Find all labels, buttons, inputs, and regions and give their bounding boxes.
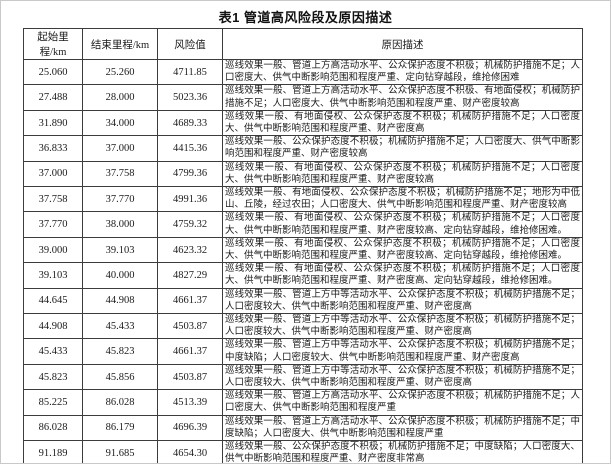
- cell-start-mileage: 45.823: [23, 363, 83, 391]
- cell-risk-value: 4415.36: [157, 135, 223, 162]
- cell-end-mileage: 40.000: [82, 262, 158, 289]
- table-row: 44.908 45.433 4503.87 巡线效果一般、管道上方中等活动水平、公众保…: [23, 313, 583, 340]
- cell-end-mileage: 91.685: [82, 440, 158, 463]
- cell-start-mileage: 31.890: [23, 109, 83, 137]
- table-header: 起始里程/km 结束里程/km 风险值 原因描述: [23, 28, 583, 60]
- cell-start-mileage: 25.060: [23, 58, 83, 86]
- cell-risk-value: 5023.36: [157, 84, 223, 111]
- cell-reason-description: 巡线效果一般、有地面侵权、公众保护态度不积极；机械防护措施不足；人口密度大、供气…: [222, 160, 583, 188]
- cell-start-mileage: 37.770: [23, 211, 83, 238]
- table-row: 91.189 91.685 4654.30 巡线效果一般、公众保护态度不积极；机械防护…: [23, 440, 583, 463]
- cell-risk-value: 4711.85: [157, 58, 223, 86]
- cell-start-mileage: 37.758: [23, 186, 83, 213]
- cell-end-mileage: 25.260: [82, 58, 158, 86]
- cell-reason-description: 巡线效果一般、有地面侵权、公众保护态度不积极；机械防护措施不足；人口密度大、供气…: [222, 109, 583, 137]
- table-body: 25.060 25.260 4711.85 巡线效果一般、管道上方高活动水平、公众保护…: [23, 58, 583, 463]
- cell-start-mileage: 44.908: [23, 313, 83, 340]
- cell-start-mileage: 45.433: [23, 338, 83, 365]
- cell-reason-description: 巡线效果一般、有地面侵权、公众保护态度不积极；机械防护措施不足；人口密度大、供气…: [222, 236, 583, 264]
- table-row: 31.890 34.000 4689.33 巡线效果一般、有地面侵权、公众保护态度不积…: [23, 109, 583, 137]
- cell-start-mileage: 39.000: [23, 236, 83, 264]
- table-row: 45.433 45.823 4661.37 巡线效果一般、管道上方中等活动水平、公众保…: [23, 338, 583, 365]
- cell-end-mileage: 37.770: [82, 186, 158, 213]
- cell-end-mileage: 45.433: [82, 313, 158, 340]
- cell-end-mileage: 86.179: [82, 414, 158, 442]
- table-row: 36.833 37.000 4415.36 巡线效果一般、公众保护态度不积极；机械防护…: [23, 135, 583, 162]
- table-row: 39.000 39.103 4623.32 巡线效果一般、有地面侵权、公众保护态度不积…: [23, 236, 583, 264]
- cell-reason-description: 巡线效果一般、公众保护态度不积极；机械防护措施不足；人口密度大、供气中断影响范围…: [222, 135, 583, 162]
- cell-risk-value: 4654.30: [157, 440, 223, 463]
- cell-risk-value: 4696.39: [157, 414, 223, 442]
- table-row: 37.000 37.758 4799.36 巡线效果一般、有地面侵权、公众保护态度不积…: [23, 160, 583, 188]
- cell-start-mileage: 85.225: [23, 389, 83, 416]
- cell-risk-value: 4991.36: [157, 186, 223, 213]
- cell-start-mileage: 91.189: [23, 440, 83, 463]
- cell-risk-value: 4799.36: [157, 160, 223, 188]
- cell-end-mileage: 38.000: [82, 211, 158, 238]
- cell-end-mileage: 37.000: [82, 135, 158, 162]
- table-row: 86.028 86.179 4696.39 巡线效果一般、管道上方高活动水平、公众保护…: [23, 414, 583, 442]
- column-header-reason: 原因描述: [222, 28, 583, 60]
- cell-risk-value: 4503.87: [157, 313, 223, 340]
- cell-risk-value: 4759.32: [157, 211, 223, 238]
- cell-end-mileage: 34.000: [82, 109, 158, 137]
- column-header-risk-value: 风险值: [157, 28, 223, 60]
- table-row: 44.645 44.908 4661.37 巡线效果一般、管道上方中等活动水平、公众保…: [23, 287, 583, 315]
- table-row: 37.770 38.000 4759.32 巡线效果一般、有地面侵权、公众保护态度不积…: [23, 211, 583, 238]
- cell-start-mileage: 36.833: [23, 135, 83, 162]
- cell-reason-description: 巡线效果一般、有地面侵权、公众保护态度不积极；机械防护措施不足；人口密度大、供气…: [222, 262, 583, 289]
- cell-risk-value: 4513.39: [157, 389, 223, 416]
- cell-start-mileage: 86.028: [23, 414, 83, 442]
- column-header-start-mileage: 起始里程/km: [23, 28, 83, 60]
- cell-reason-description: 巡线效果一般、管道上方高活动水平、公众保护态度不积极；机械防护措施不足；中度缺陷…: [222, 414, 583, 442]
- cell-reason-description: 巡线效果一般、有地面侵权、公众保护态度不积极；机械防护措施不足；人口密度大、供气…: [222, 211, 583, 238]
- cell-end-mileage: 86.028: [82, 389, 158, 416]
- cell-start-mileage: 37.000: [23, 160, 83, 188]
- cell-start-mileage: 44.645: [23, 287, 83, 315]
- cell-end-mileage: 39.103: [82, 236, 158, 264]
- cell-reason-description: 巡线效果一般、管道上方高活动水平、公众保护态度不积极；机械防护措施不足；人口密度…: [222, 58, 583, 86]
- cell-reason-description: 巡线效果一般、管道上方中等活动水平、公众保护态度不积极；机械防护措施不足；人口密…: [222, 363, 583, 391]
- table-title: 表1 管道高风险段及原因描述: [218, 10, 393, 25]
- cell-reason-description: 巡线效果一般、公众保护态度不积极；机械防护措施不足；中度缺陷；人口密度大、供气中…: [222, 440, 583, 463]
- cell-reason-description: 巡线效果一般、管道上方中等活动水平、公众保护态度不积极；机械防护措施不足；人口密…: [222, 313, 583, 340]
- table-row: 25.060 25.260 4711.85 巡线效果一般、管道上方高活动水平、公众保护…: [23, 58, 583, 86]
- cell-risk-value: 4661.37: [157, 287, 223, 315]
- risk-table: 起始里程/km 结束里程/km 风险值 原因描述 25.060 25.260 471…: [23, 28, 583, 463]
- cell-end-mileage: 44.908: [82, 287, 158, 315]
- cell-reason-description: 巡线效果一般、管道上方中等活动水平、公众保护态度不积极；机械防护措施不足；中度缺…: [222, 338, 583, 365]
- cell-end-mileage: 28.000: [82, 84, 158, 111]
- cell-risk-value: 4661.37: [157, 338, 223, 365]
- cell-end-mileage: 45.823: [82, 338, 158, 365]
- table-row: 45.823 45.856 4503.87 巡线效果一般、管道上方中等活动水平、公众保…: [23, 363, 583, 391]
- cell-reason-description: 巡线效果一般、管道上方中等活动水平、公众保护态度不积极；机械防护措施不足；人口密…: [222, 287, 583, 315]
- header-row: 起始里程/km 结束里程/km 风险值 原因描述: [23, 28, 583, 60]
- table-row: 39.103 40.000 4827.29 巡线效果一般、有地面侵权、公众保护态度不积…: [23, 262, 583, 289]
- cell-reason-description: 巡线效果一般、管道上方高活动水平、公众保护态度不积极；机械防护措施不足；人口密度…: [222, 389, 583, 416]
- table-row: 27.488 28.000 5023.36 巡线效果一般、管道上方高活动水平、公众保护…: [23, 84, 583, 111]
- cell-start-mileage: 39.103: [23, 262, 83, 289]
- table-row: 37.758 37.770 4991.36 巡线效果一般、有地面侵权、公众保护态度不积…: [23, 186, 583, 213]
- column-header-end-mileage: 结束里程/km: [82, 28, 158, 60]
- cell-risk-value: 4503.87: [157, 363, 223, 391]
- table-row: 85.225 86.028 4513.39 巡线效果一般、管道上方高活动水平、公众保护…: [23, 389, 583, 416]
- cell-risk-value: 4689.33: [157, 109, 223, 137]
- cell-reason-description: 巡线效果一般、管道上方高活动水平、公众保护态度不积极、有地面侵权；机械防护措施不…: [222, 84, 583, 111]
- cell-reason-description: 巡线效果一般、有地面侵权、公众保护态度不积极；机械防护措施不足；地形为中低山、丘…: [222, 186, 583, 213]
- cell-risk-value: 4623.32: [157, 236, 223, 264]
- cell-end-mileage: 37.758: [82, 160, 158, 188]
- cell-start-mileage: 27.488: [23, 84, 83, 111]
- cell-risk-value: 4827.29: [157, 262, 223, 289]
- cell-end-mileage: 45.856: [82, 363, 158, 391]
